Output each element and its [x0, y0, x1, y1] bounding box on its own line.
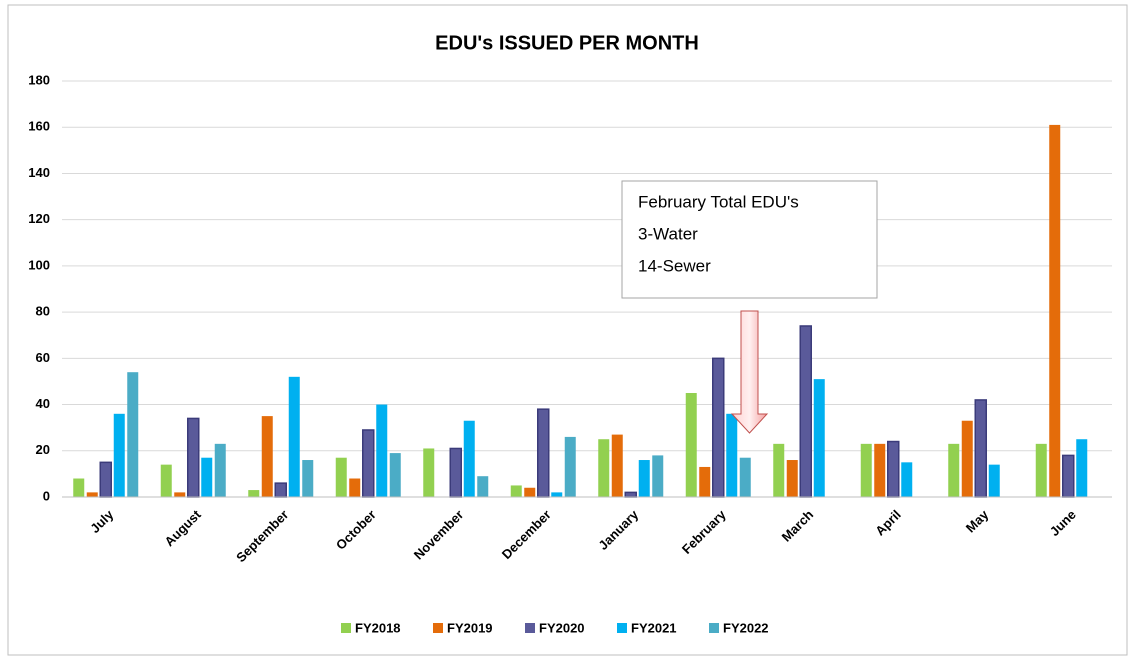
bar	[598, 439, 610, 497]
bar	[113, 413, 125, 497]
bar	[174, 492, 186, 497]
bar	[187, 417, 200, 498]
legend-label: FY2021	[631, 620, 677, 635]
bar	[524, 487, 536, 497]
bar	[423, 448, 435, 497]
bar	[948, 443, 960, 497]
bar	[860, 443, 872, 497]
legend-swatch	[525, 623, 535, 633]
y-tick-label: 60	[36, 350, 50, 365]
bar	[786, 460, 798, 497]
annotation-line: February Total EDU's	[638, 192, 799, 211]
bar	[638, 460, 650, 497]
bar	[376, 404, 388, 497]
bar	[799, 325, 812, 498]
legend-label: FY2022	[723, 620, 769, 635]
y-tick-label: 160	[28, 119, 50, 134]
annotation-box	[621, 180, 878, 299]
bar	[274, 482, 287, 498]
legend-swatch	[617, 623, 627, 633]
annotation-line: 14-Sewer	[638, 256, 711, 275]
y-tick-label: 180	[28, 72, 50, 87]
bar	[449, 447, 462, 498]
bar	[551, 492, 563, 497]
bar	[86, 492, 98, 497]
bar	[127, 372, 139, 497]
bar	[974, 399, 987, 498]
bar	[248, 490, 260, 497]
y-tick-label: 20	[36, 442, 50, 457]
bar	[463, 420, 475, 497]
annotation-line: 3-Water	[638, 224, 698, 243]
bar	[624, 491, 637, 498]
bar	[477, 476, 489, 497]
bar	[685, 393, 697, 497]
bar	[349, 478, 361, 497]
y-tick-label: 0	[43, 488, 50, 503]
bar	[739, 457, 751, 497]
chart-title: EDU's ISSUED PER MONTH	[435, 32, 699, 54]
legend-swatch	[433, 623, 443, 633]
bar	[362, 429, 375, 498]
legend-label: FY2018	[355, 620, 401, 635]
bar	[773, 443, 785, 497]
y-tick-label: 80	[36, 304, 50, 319]
bar	[988, 464, 1000, 497]
annotation-arrow	[730, 310, 769, 434]
bar	[160, 464, 172, 497]
bar	[652, 455, 664, 497]
legend-label: FY2019	[447, 620, 493, 635]
bar	[99, 461, 112, 498]
y-tick-label: 100	[28, 257, 50, 272]
bar	[887, 440, 900, 498]
bar	[1049, 124, 1061, 498]
bar	[726, 413, 738, 497]
bar	[961, 420, 973, 497]
bar	[302, 460, 314, 497]
bar	[288, 376, 300, 497]
y-tick-label: 140	[28, 165, 50, 180]
bar	[261, 416, 273, 497]
bar	[73, 478, 85, 497]
legend-label: FY2020	[539, 620, 585, 635]
bar	[201, 457, 213, 497]
bar	[1062, 454, 1075, 498]
bar	[874, 443, 886, 497]
chart-border	[7, 4, 1128, 656]
bar	[611, 434, 623, 497]
bar	[214, 443, 226, 497]
legend-swatch	[709, 623, 719, 633]
y-tick-label: 40	[36, 396, 50, 411]
bar	[1076, 439, 1088, 497]
bar	[901, 462, 913, 497]
bar	[813, 379, 825, 497]
bar	[537, 408, 550, 498]
bar	[712, 357, 725, 498]
bar	[389, 453, 401, 497]
bar	[1035, 443, 1047, 497]
bar	[510, 485, 522, 497]
legend-swatch	[341, 623, 351, 633]
bar	[335, 457, 347, 497]
bar	[564, 436, 576, 497]
y-tick-label: 120	[28, 211, 50, 226]
bar	[699, 466, 711, 497]
